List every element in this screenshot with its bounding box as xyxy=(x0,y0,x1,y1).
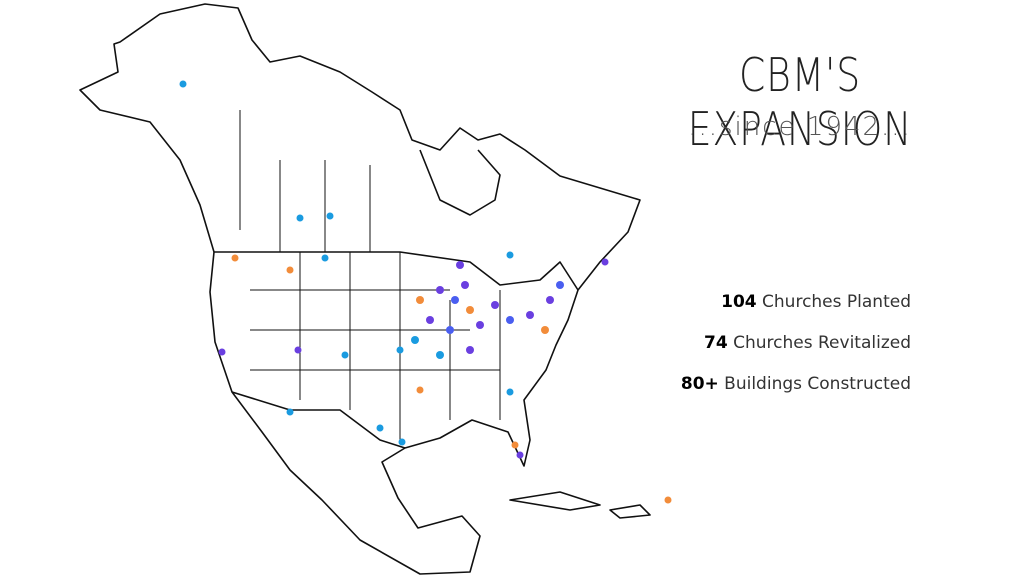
stat-number: 74 xyxy=(704,333,728,353)
dot xyxy=(511,441,519,449)
border-us-canada xyxy=(214,251,579,291)
dot xyxy=(466,346,474,354)
subtitle: ...since 1942... xyxy=(688,112,912,142)
dot xyxy=(341,351,349,359)
dot xyxy=(451,296,459,304)
dot xyxy=(296,214,304,222)
dot xyxy=(416,386,424,394)
dot xyxy=(466,306,474,314)
dot xyxy=(179,80,187,88)
dot xyxy=(396,346,404,354)
dot xyxy=(541,326,549,334)
title: CBM'S EXPANSION xyxy=(687,48,913,156)
dot xyxy=(491,301,499,309)
dot xyxy=(326,212,334,220)
dot xyxy=(526,311,534,319)
stat-label: Churches Planted xyxy=(762,292,911,312)
dot xyxy=(416,296,424,304)
dot xyxy=(506,388,514,396)
dot xyxy=(546,296,554,304)
stat: 74 Churches Revitalized xyxy=(681,333,911,353)
hudson-bay xyxy=(419,149,501,216)
dot xyxy=(294,346,302,354)
church-dots xyxy=(179,80,672,504)
dot xyxy=(376,424,384,432)
dot xyxy=(436,351,444,359)
border-us-mexico xyxy=(231,391,406,449)
dot xyxy=(321,254,329,262)
stat-label: Churches Revitalized xyxy=(733,333,911,353)
stat: 104 Churches Planted xyxy=(681,292,911,312)
dot xyxy=(446,326,454,334)
stat-number: 80+ xyxy=(680,374,719,394)
dot xyxy=(506,316,514,324)
continent xyxy=(79,3,641,575)
dot xyxy=(398,438,406,446)
stats: 104 Churches Planted 74 Churches Revital… xyxy=(681,292,911,415)
dot xyxy=(506,251,514,259)
dot xyxy=(516,451,524,459)
dot xyxy=(556,281,564,289)
dot xyxy=(456,261,464,269)
map-outline xyxy=(79,3,651,575)
stat-label: Buildings Constructed xyxy=(724,374,911,394)
stat: 80+ Buildings Constructed xyxy=(681,374,911,394)
dot xyxy=(286,408,294,416)
caribbean xyxy=(509,491,651,519)
dot xyxy=(411,336,419,344)
dot xyxy=(664,496,672,504)
dot xyxy=(476,321,484,329)
dot xyxy=(231,254,239,262)
internal-lines xyxy=(239,110,501,440)
dot xyxy=(218,348,226,356)
stat-number: 104 xyxy=(721,292,757,312)
dot xyxy=(436,286,444,294)
dot xyxy=(461,281,469,289)
dot xyxy=(426,316,434,324)
dot xyxy=(286,266,294,274)
dot xyxy=(601,258,609,266)
